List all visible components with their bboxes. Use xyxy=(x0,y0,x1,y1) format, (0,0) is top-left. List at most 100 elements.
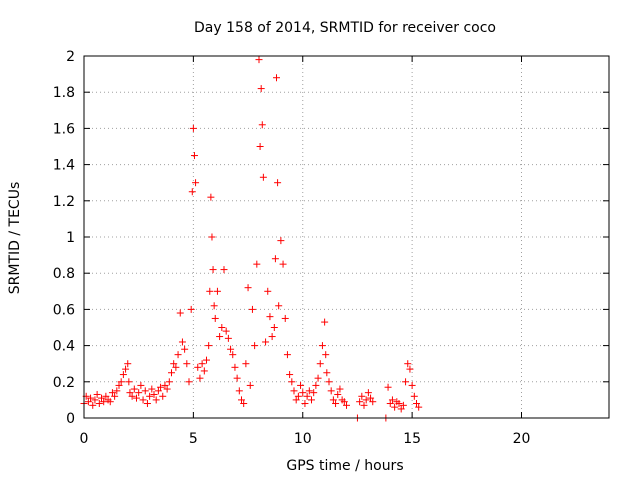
data-point xyxy=(388,396,396,404)
x-tick-label: 10 xyxy=(294,431,312,447)
data-point xyxy=(321,318,329,326)
data-point xyxy=(87,394,95,402)
data-point xyxy=(356,398,364,406)
data-point xyxy=(108,389,116,397)
data-point xyxy=(192,179,200,187)
data-point xyxy=(137,381,145,389)
data-point xyxy=(152,396,160,404)
grid-lines xyxy=(84,56,609,418)
data-point xyxy=(258,121,266,129)
y-tick-label: 2 xyxy=(66,49,75,65)
data-point xyxy=(253,260,261,268)
data-point xyxy=(183,360,191,368)
data-point xyxy=(100,398,108,406)
data-point xyxy=(194,363,202,371)
y-tick-label: 1.4 xyxy=(53,158,75,174)
data-point xyxy=(244,284,252,292)
data-point xyxy=(119,371,127,379)
data-point xyxy=(323,369,331,377)
data-point xyxy=(312,381,320,389)
data-point xyxy=(203,356,210,364)
data-point xyxy=(93,390,101,398)
data-point xyxy=(314,374,322,382)
data-point xyxy=(273,74,280,82)
data-point xyxy=(259,173,267,181)
data-point xyxy=(290,387,298,395)
data-point xyxy=(102,392,110,400)
data-point xyxy=(106,398,114,406)
y-tick-label: 0.2 xyxy=(53,375,75,391)
data-point xyxy=(141,387,149,395)
data-point xyxy=(358,392,366,400)
data-point xyxy=(271,255,279,263)
data-point xyxy=(322,351,330,359)
data-point xyxy=(213,287,221,295)
data-point xyxy=(209,266,217,274)
data-point xyxy=(286,371,294,379)
data-point xyxy=(288,378,296,386)
data-point xyxy=(408,381,416,389)
data-point xyxy=(367,394,375,402)
data-point xyxy=(360,401,368,409)
x-tick-label: 5 xyxy=(189,431,198,447)
data-point xyxy=(146,392,154,400)
data-point xyxy=(218,324,226,331)
data-point xyxy=(281,314,289,322)
data-point xyxy=(187,305,195,313)
data-point xyxy=(84,398,92,406)
data-point xyxy=(301,400,309,408)
data-point xyxy=(154,387,162,395)
data-point xyxy=(332,400,340,408)
data-point xyxy=(257,85,265,93)
data-point xyxy=(176,309,184,317)
data-point xyxy=(340,398,348,406)
data-point xyxy=(207,193,215,201)
data-point xyxy=(135,389,143,397)
data-point xyxy=(143,400,151,408)
data-point xyxy=(364,389,372,397)
data-point xyxy=(115,381,123,389)
data-point xyxy=(148,385,156,393)
data-point xyxy=(150,390,158,398)
data-point xyxy=(178,338,186,346)
data-point xyxy=(165,378,173,386)
data-point xyxy=(139,396,147,404)
y-tick-label: 0.6 xyxy=(53,302,75,318)
data-point xyxy=(89,401,97,409)
x-tick-label: 0 xyxy=(80,431,89,447)
data-point xyxy=(133,394,140,402)
data-point xyxy=(91,396,99,404)
data-point xyxy=(163,385,171,393)
data-point xyxy=(264,287,272,295)
data-point xyxy=(343,401,350,409)
data-point xyxy=(130,385,138,393)
data-point xyxy=(386,400,394,408)
data-point xyxy=(397,405,405,413)
data-point xyxy=(174,351,182,359)
data-point xyxy=(297,381,305,389)
data-point xyxy=(318,342,326,350)
data-point xyxy=(170,360,178,368)
data-point xyxy=(325,378,333,386)
data-point xyxy=(251,342,259,350)
data-point xyxy=(362,396,370,404)
data-point xyxy=(415,403,423,411)
data-point xyxy=(294,392,302,400)
data-point xyxy=(305,387,313,395)
y-axis-label: SRMTID / TECUs xyxy=(7,182,23,295)
data-point xyxy=(189,124,197,132)
data-point xyxy=(196,374,204,382)
data-point xyxy=(384,383,392,391)
y-tick-label: 1.8 xyxy=(53,85,75,101)
data-point xyxy=(168,369,175,377)
data-point xyxy=(248,305,256,313)
x-tick-label: 20 xyxy=(513,431,531,447)
y-tick-label: 0.4 xyxy=(53,339,75,355)
data-point xyxy=(208,233,216,241)
data-point xyxy=(220,266,228,274)
y-tick-label: 1 xyxy=(66,230,75,246)
data-point xyxy=(98,394,105,402)
data-point xyxy=(292,396,300,404)
data-point xyxy=(308,396,315,404)
